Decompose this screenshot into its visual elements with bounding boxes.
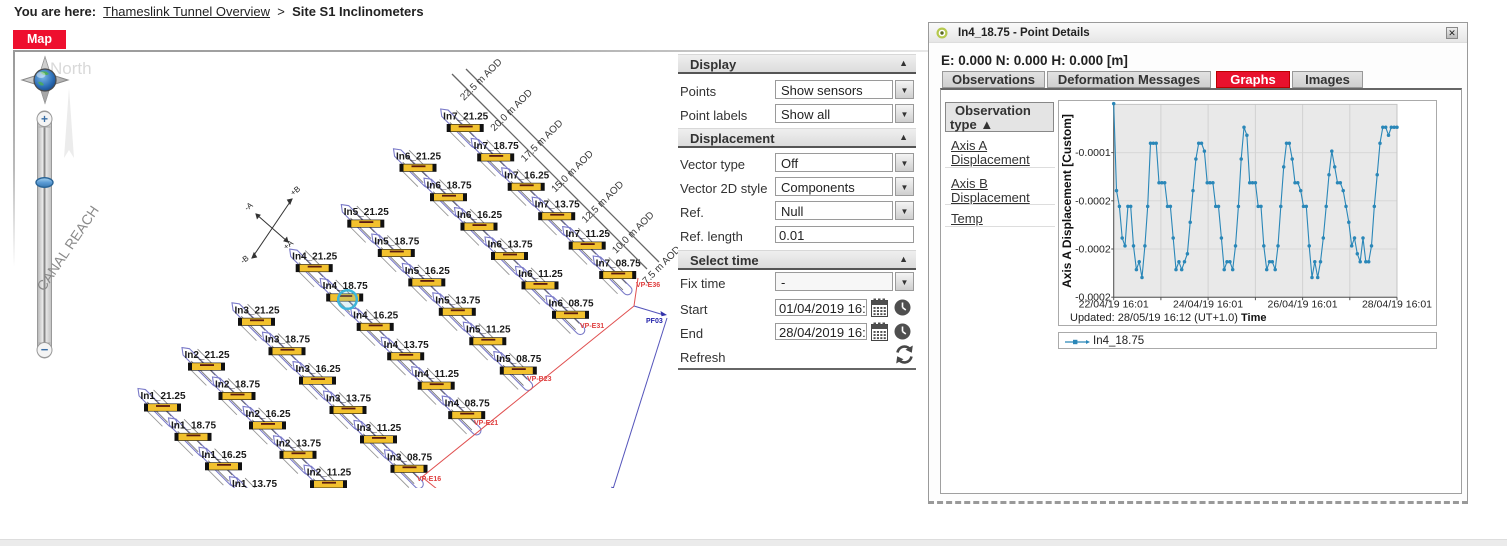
svg-text:+: + — [41, 112, 48, 126]
svg-text:-0.0002: -0.0002 — [1075, 195, 1111, 207]
svg-text:10.0 m AOD: 10.0 m AOD — [610, 210, 656, 256]
svg-text:-0.0002: -0.0002 — [1075, 244, 1111, 256]
svg-text:In7_16.25: In7_16.25 — [504, 170, 549, 181]
svg-text:In4_16.25: In4_16.25 — [353, 310, 398, 321]
svg-text:VP-E16: VP-E16 — [417, 476, 441, 483]
svg-text:VP-E36: VP-E36 — [636, 282, 660, 289]
svg-text:12.5 m AOD: 12.5 m AOD — [580, 179, 626, 225]
svg-text:Time: Time — [1241, 312, 1266, 324]
svg-text:VP-E31: VP-E31 — [580, 323, 604, 330]
svg-text:In7_11.25: In7_11.25 — [565, 229, 610, 240]
svg-text:In7_21.25: In7_21.25 — [443, 112, 488, 123]
svg-text:In3_21.25: In3_21.25 — [234, 305, 279, 316]
svg-text:In5_08.75: In5_08.75 — [496, 354, 541, 365]
svg-text:24/04/19 16:01: 24/04/19 16:01 — [1173, 299, 1243, 311]
svg-text:In4_11.25: In4_11.25 — [414, 369, 459, 380]
svg-text:In2_21.25: In2_21.25 — [184, 350, 229, 361]
svg-text:-0.0001: -0.0001 — [1075, 147, 1111, 159]
svg-text:In6_13.75: In6_13.75 — [487, 240, 532, 251]
svg-text:In1_21.25: In1_21.25 — [140, 391, 185, 402]
svg-text:In6_18.75: In6_18.75 — [426, 181, 471, 192]
svg-text:In3_11.25: In3_11.25 — [357, 423, 402, 434]
svg-text:In4_13.75: In4_13.75 — [384, 340, 429, 351]
svg-text:In7_13.75: In7_13.75 — [535, 200, 580, 211]
svg-text:In5_16.25: In5_16.25 — [405, 266, 450, 277]
svg-text:-A: -A — [243, 200, 255, 212]
svg-text:26/04/19 16:01: 26/04/19 16:01 — [1268, 299, 1338, 311]
svg-text:VP-B23: VP-B23 — [527, 376, 552, 383]
svg-text:-0.0002: -0.0002 — [1075, 292, 1111, 304]
svg-text:Updated: 28/05/19 16:12 (UT+1.: Updated: 28/05/19 16:12 (UT+1.0) — [1070, 312, 1238, 324]
svg-text:28/04/19 16:01: 28/04/19 16:01 — [1362, 299, 1432, 311]
svg-text:-B: -B — [239, 254, 251, 266]
svg-text:In1_16.25: In1_16.25 — [201, 450, 246, 461]
svg-text:In4_21.25: In4_21.25 — [292, 252, 337, 263]
svg-text:North: North — [50, 59, 92, 78]
svg-text:In6_11.25: In6_11.25 — [518, 269, 563, 280]
svg-text:In5_18.75: In5_18.75 — [374, 237, 419, 248]
svg-text:In6_21.25: In6_21.25 — [396, 151, 441, 162]
svg-text:20.0 m AOD: 20.0 m AOD — [489, 87, 535, 133]
svg-text:PF03: PF03 — [646, 318, 663, 325]
svg-text:In6_16.25: In6_16.25 — [457, 210, 502, 221]
svg-text:22/04/19 16:01: 22/04/19 16:01 — [1079, 299, 1149, 311]
svg-text:17.5 m AOD: 17.5 m AOD — [519, 118, 565, 164]
svg-text:In2_11.25: In2_11.25 — [307, 468, 352, 479]
svg-text:In2_16.25: In2_16.25 — [245, 409, 290, 420]
svg-text:In3_18.75: In3_18.75 — [265, 335, 310, 346]
svg-text:In2_13.75: In2_13.75 — [276, 438, 321, 449]
svg-text:In5_11.25: In5_11.25 — [466, 325, 511, 336]
svg-text:In3_16.25: In3_16.25 — [295, 364, 340, 375]
svg-text:15.0 m AOD: 15.0 m AOD — [550, 149, 596, 195]
svg-text:In3_13.75: In3_13.75 — [326, 394, 371, 405]
svg-text:+B: +B — [289, 184, 302, 197]
svg-text:In5_21.25: In5_21.25 — [344, 207, 389, 218]
svg-text:In1_13.75: In1_13.75 — [232, 479, 277, 488]
svg-text:In6_08.75: In6_08.75 — [548, 298, 593, 309]
svg-text:−: − — [41, 342, 49, 357]
svg-text:In2_18.75: In2_18.75 — [215, 380, 260, 391]
svg-text:In4_18.75: In4_18.75 — [323, 281, 368, 292]
svg-text:In4_08.75: In4_08.75 — [445, 399, 490, 410]
svg-text:In5_13.75: In5_13.75 — [435, 295, 480, 306]
svg-text:In7_18.75: In7_18.75 — [474, 141, 519, 152]
svg-text:In3_08.75: In3_08.75 — [387, 452, 432, 463]
svg-text:In7_08.75: In7_08.75 — [596, 259, 641, 270]
svg-text:In1_18.75: In1_18.75 — [171, 420, 216, 431]
svg-text:Axis A Displacement [Custom]: Axis A Displacement [Custom] — [1060, 114, 1074, 288]
svg-text:22.5 m AOD: 22.5 m AOD — [458, 57, 504, 103]
svg-text:VP-E21: VP-E21 — [474, 420, 498, 427]
